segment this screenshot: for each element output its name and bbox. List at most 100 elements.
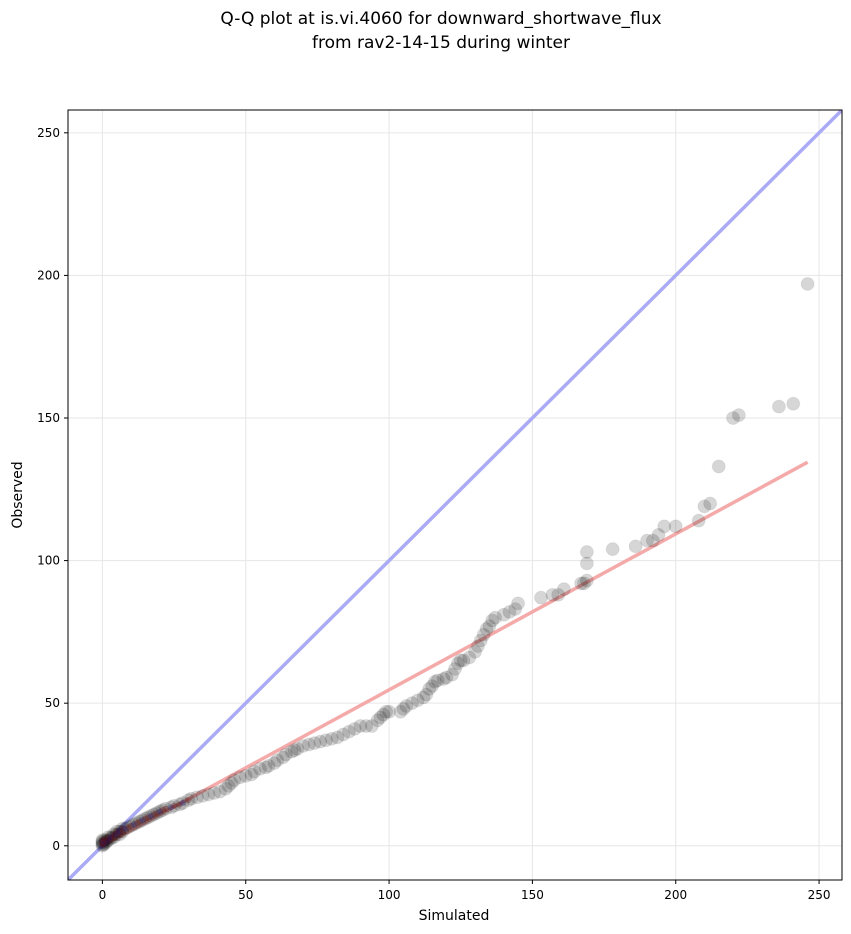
scatter-point (149, 805, 164, 820)
scatter-point (152, 804, 167, 819)
overlap-point (145, 814, 152, 821)
overlap-point (113, 828, 120, 835)
overlap-point (100, 841, 107, 848)
scatter-point (158, 801, 173, 816)
scatter-point (628, 539, 643, 554)
scatter-point (319, 733, 333, 748)
scatter-point (112, 824, 127, 839)
x-tick-label: 200 (664, 888, 687, 902)
overlap-point (99, 839, 106, 846)
scatter-point (430, 673, 445, 688)
scatter-point (341, 724, 356, 739)
scatter-point (212, 784, 227, 799)
y-tick-label: 200 (37, 268, 60, 282)
y-tick-label: 100 (37, 554, 60, 568)
overlap-point (110, 834, 117, 841)
overlap-point (122, 825, 129, 832)
scatter-point (453, 653, 468, 668)
scatter-point (324, 731, 339, 746)
scatter-point (106, 830, 121, 845)
scatter-point (393, 704, 408, 719)
scatter-point (502, 604, 517, 619)
scatter-point (221, 778, 236, 793)
axis-ticks: 0 50 100 150 200 250 0 50 100 150 200 250 (37, 126, 830, 902)
overlap-point (108, 834, 114, 841)
scatter-point (422, 681, 437, 696)
y-tick-label: 150 (37, 411, 60, 425)
scatter-point (425, 679, 440, 694)
scatter-point (167, 798, 182, 813)
scatter-point (270, 753, 285, 768)
overlap-point (153, 809, 160, 816)
scatter-point (233, 770, 247, 785)
scatter-point (399, 699, 414, 714)
scatter-point (482, 619, 497, 634)
scatter-point (164, 800, 179, 815)
scatter-point (109, 827, 124, 842)
scatter-point (253, 761, 268, 776)
overlap-point (179, 800, 186, 806)
overlap-point (116, 828, 123, 835)
scatter-point (129, 815, 144, 830)
x-tick-label: 250 (808, 888, 831, 902)
scatter-point (284, 744, 299, 759)
overlap-point (139, 817, 146, 824)
overlap-point (110, 831, 117, 838)
scatter-point (290, 741, 305, 756)
scatter-point (115, 821, 130, 836)
scatter-point (410, 693, 425, 708)
scatter-point (382, 704, 397, 719)
scatter-point (645, 533, 660, 548)
x-tick-label: 50 (238, 888, 253, 902)
scatter-point (96, 837, 111, 852)
scatter-point (115, 824, 130, 839)
overlap-point (99, 841, 106, 848)
scatter-point (416, 690, 431, 705)
scatter-point (106, 827, 121, 842)
chart-title-line2: from rav2-14-15 during winter (312, 33, 570, 53)
scatter-point (800, 276, 815, 291)
scatter-point (450, 656, 465, 671)
scatter-point (95, 834, 110, 849)
scatter-point (175, 796, 190, 810)
overlap-point (151, 811, 157, 818)
scatter-point (556, 582, 571, 597)
overlap-point (128, 822, 135, 829)
scatter-point (261, 758, 276, 773)
scatter-point (184, 791, 199, 806)
scatter-point (534, 590, 548, 605)
scatter-point (508, 602, 523, 617)
overlap-point (119, 828, 126, 835)
scatter-point (462, 650, 477, 665)
scatter-point (496, 607, 511, 622)
overlap-point (159, 807, 166, 814)
scatter-point (419, 687, 434, 702)
scatter-point (579, 556, 594, 571)
trend-lines (68, 110, 842, 880)
scatter-point (347, 721, 362, 736)
scatter-point (276, 750, 290, 765)
scatter-point (301, 737, 316, 752)
scatter-point (181, 793, 196, 808)
scatter-point (364, 719, 379, 733)
scatter-point (551, 587, 566, 602)
scatter-point (786, 396, 801, 411)
overlap-point (108, 835, 114, 842)
scatter-point (112, 827, 127, 842)
x-tick-label: 100 (378, 888, 401, 902)
scatter-point (476, 627, 491, 642)
scatter-point (104, 831, 118, 846)
scatter-point (473, 633, 488, 648)
overlap-point (113, 831, 120, 838)
scatter-point (121, 820, 136, 835)
overlap-point (133, 819, 140, 826)
scatter-point (488, 610, 503, 625)
scatter-point (373, 710, 388, 725)
scatter-point (138, 811, 153, 826)
scatter-point (370, 713, 385, 728)
scatter-point (456, 653, 471, 668)
data-points (95, 276, 815, 853)
scatter-point (640, 533, 655, 548)
overlap-point (168, 804, 175, 811)
